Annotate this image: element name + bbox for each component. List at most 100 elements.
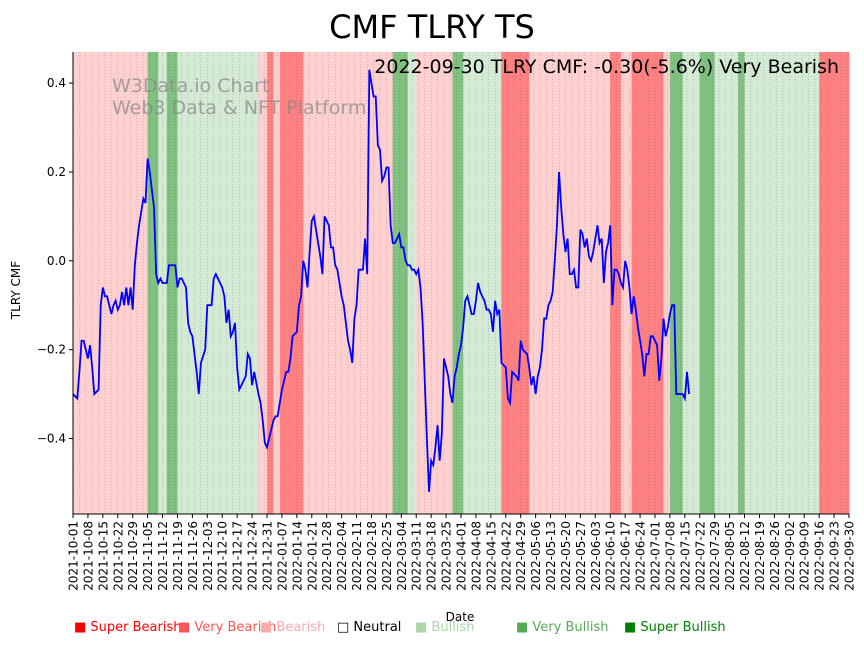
x-tick-label: 2022-05-27 [574,521,588,591]
x-tick-label: 2021-11-05 [141,521,155,591]
legend-entry: ■ Bearish [260,620,325,635]
x-tick-label: 2021-12-31 [261,521,275,591]
x-axis-label: Date [446,610,475,624]
x-tick-label: 2022-03-18 [425,521,439,591]
x-tick-label: 2021-10-15 [96,521,110,591]
band-6 [267,52,274,514]
chart-annotation: 2022-09-30 TLRY CMF: -0.30(-5.6%) Very B… [374,56,839,78]
x-tick-label: 2021-12-24 [246,521,260,591]
background-bands [73,52,850,514]
x-tick-label: 2021-10-22 [111,521,125,591]
x-tick-label: 2022-02-04 [335,521,349,591]
x-tick-label: 2021-10-08 [81,521,95,591]
x-tick-label: 2022-07-15 [678,521,692,591]
band-24 [714,52,739,514]
band-21 [669,52,684,514]
band-26 [744,52,820,514]
x-tick-label: 2022-07-08 [663,521,677,591]
x-tick-label: 2022-08-05 [723,521,737,591]
legend-swatch-icon: ■ [178,620,195,635]
legend-label: Super Bullish [640,620,726,635]
x-tick-label: 2022-04-01 [455,521,469,591]
legend-swatch-icon: □ [337,620,354,635]
y-axis-ticks: −0.4 −0.2 0.0 0.2 0.4 [37,76,73,445]
x-tick-label: 2022-02-11 [350,521,364,591]
y-tick-label: 0.4 [47,76,66,90]
x-tick-label: 2022-01-07 [275,521,289,591]
x-tick-label: 2022-07-01 [649,521,663,591]
band-18 [620,52,633,514]
band-3 [166,52,178,514]
legend-label: Bullish [431,620,475,635]
band-16 [529,52,611,514]
x-tick-label: 2022-08-19 [753,521,767,591]
band-17 [610,52,622,514]
legend-entry: ■ Super Bearish [74,620,182,635]
x-tick-label: 2022-05-13 [544,521,558,591]
legend-swatch-icon: ■ [415,620,432,635]
legend-swatch-icon: ■ [516,620,533,635]
x-tick-label: 2021-10-29 [126,521,140,591]
band-25 [738,52,746,514]
legend-entry: ■ Bullish [415,620,474,635]
legend-swatch-icon: ■ [260,620,277,635]
x-tick-label: 2022-08-26 [768,521,782,591]
band-1 [147,52,159,514]
band-20 [663,52,671,514]
legend-swatch-icon: ■ [74,620,91,635]
band-19 [631,52,665,514]
x-tick-label: 2022-09-23 [828,521,842,591]
x-tick-label: 2022-04-15 [484,521,498,591]
x-tick-label: 2022-06-03 [589,521,603,591]
x-tick-label: 2022-09-02 [783,521,797,591]
band-13 [452,52,464,514]
chart-title: CMF TLRY TS [329,8,535,46]
x-tick-label: 2022-08-12 [738,521,752,591]
x-tick-label: 2022-06-24 [634,521,648,591]
x-tick-label: 2021-12-03 [201,521,215,591]
x-tick-label: 2022-01-14 [290,521,304,591]
band-23 [699,52,716,514]
legend-label: Very Bearish [194,620,277,635]
x-tick-label: 2022-03-04 [395,521,409,591]
x-tick-label: 2022-03-11 [410,521,424,591]
legend-entry: □ Neutral [337,620,401,635]
x-tick-label: 2022-07-22 [693,521,707,591]
band-10 [392,52,409,514]
band-0 [73,52,149,514]
watermark-line-2: Web3 Data & NFT Platform [112,97,366,119]
legend-label: Very Bullish [532,620,609,635]
y-tick-label: 0.2 [47,165,66,179]
x-tick-label: 2022-05-06 [529,521,543,591]
legend-label: Bearish [276,620,326,635]
x-tick-label: 2022-09-09 [798,521,812,591]
x-tick-label: 2021-11-26 [186,521,200,591]
x-tick-label: 2021-10-01 [67,521,81,591]
x-tick-label: 2022-06-10 [604,521,618,591]
x-tick-label: 2021-11-12 [156,521,170,591]
x-tick-label: 2022-02-18 [365,521,379,591]
legend-label: Neutral [353,620,402,635]
x-tick-label: 2022-04-22 [499,521,513,591]
x-tick-label: 2021-12-17 [231,521,245,591]
band-7 [273,52,281,514]
y-axis-label: TLRY CMF [9,261,23,320]
watermark: W3Data.io Chart Web3 Data & NFT Platform [112,75,366,119]
band-8 [279,52,304,514]
x-tick-label: 2022-06-17 [619,521,633,591]
band-22 [682,52,701,514]
legend-entry: ■ Very Bearish [178,620,276,635]
x-tick-label: 2022-09-16 [813,521,827,591]
legend-swatch-icon: ■ [624,620,641,635]
x-axis-ticks: 2021-10-01 2021-10-08 2021-10-15 2021-10-22… [67,514,857,591]
band-12 [416,52,453,514]
x-tick-label: 2022-07-29 [708,521,722,591]
y-tick-label: −0.2 [37,343,66,357]
x-tick-label: 2022-03-25 [440,521,454,591]
band-15 [501,52,530,514]
legend-entry: ■ Super Bullish [624,620,726,635]
legend-entry: ■ Very Bullish [516,620,608,635]
y-tick-label: −0.4 [37,431,66,445]
x-tick-label: 2022-04-08 [469,521,483,591]
x-tick-label: 2022-05-20 [559,521,573,591]
